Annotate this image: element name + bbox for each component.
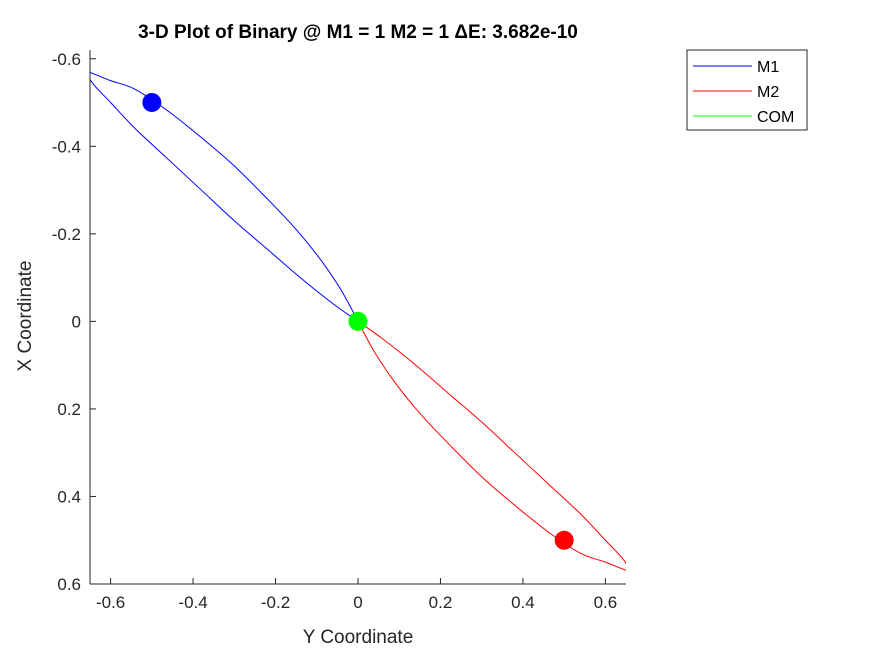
y-tick-label: -0.2 xyxy=(52,225,81,244)
x-ticks: -0.6 -0.4 -0.2 0 0.2 0.4 0.6 xyxy=(96,578,617,612)
plot-markers xyxy=(142,93,574,550)
y-tick-label: -0.6 xyxy=(52,50,81,69)
x-tick-label: 0.4 xyxy=(511,593,535,612)
x-tick-label: 0.6 xyxy=(594,593,618,612)
x-tick-label: 0.2 xyxy=(429,593,453,612)
x-tick-label: -0.6 xyxy=(96,593,125,612)
legend-label-com: COM xyxy=(757,109,794,126)
y-tick-label: -0.4 xyxy=(52,137,81,156)
legend: M1 M2 COM xyxy=(686,49,808,131)
m1-marker xyxy=(142,93,162,113)
y-tick-label: 0.6 xyxy=(57,575,81,594)
chart-title: 3-D Plot of Binary @ M1 = 1 M2 = 1 ΔE: 3… xyxy=(138,22,578,43)
x-tick-label: -0.4 xyxy=(178,593,207,612)
m2-marker xyxy=(554,530,574,550)
legend-label-m2: M2 xyxy=(757,84,779,101)
m1-orbit-line xyxy=(90,71,359,322)
x-axis-title: Y Coordinate xyxy=(303,627,414,648)
y-axis-title: X Coordinate xyxy=(15,261,36,372)
y-tick-label: 0 xyxy=(72,312,81,331)
y-tick-label: 0.2 xyxy=(57,400,81,419)
m2-orbit-line xyxy=(357,320,626,571)
x-tick-label: -0.2 xyxy=(261,593,290,612)
plot-area xyxy=(90,71,626,571)
y-ticks: -0.6 -0.4 -0.2 0 0.2 0.4 0.6 xyxy=(52,50,96,594)
com-marker xyxy=(348,311,368,331)
legend-label-m1: M1 xyxy=(757,59,779,76)
legend-box xyxy=(686,49,808,131)
x-tick-label: 0 xyxy=(353,593,362,612)
y-tick-label: 0.4 xyxy=(57,487,81,506)
